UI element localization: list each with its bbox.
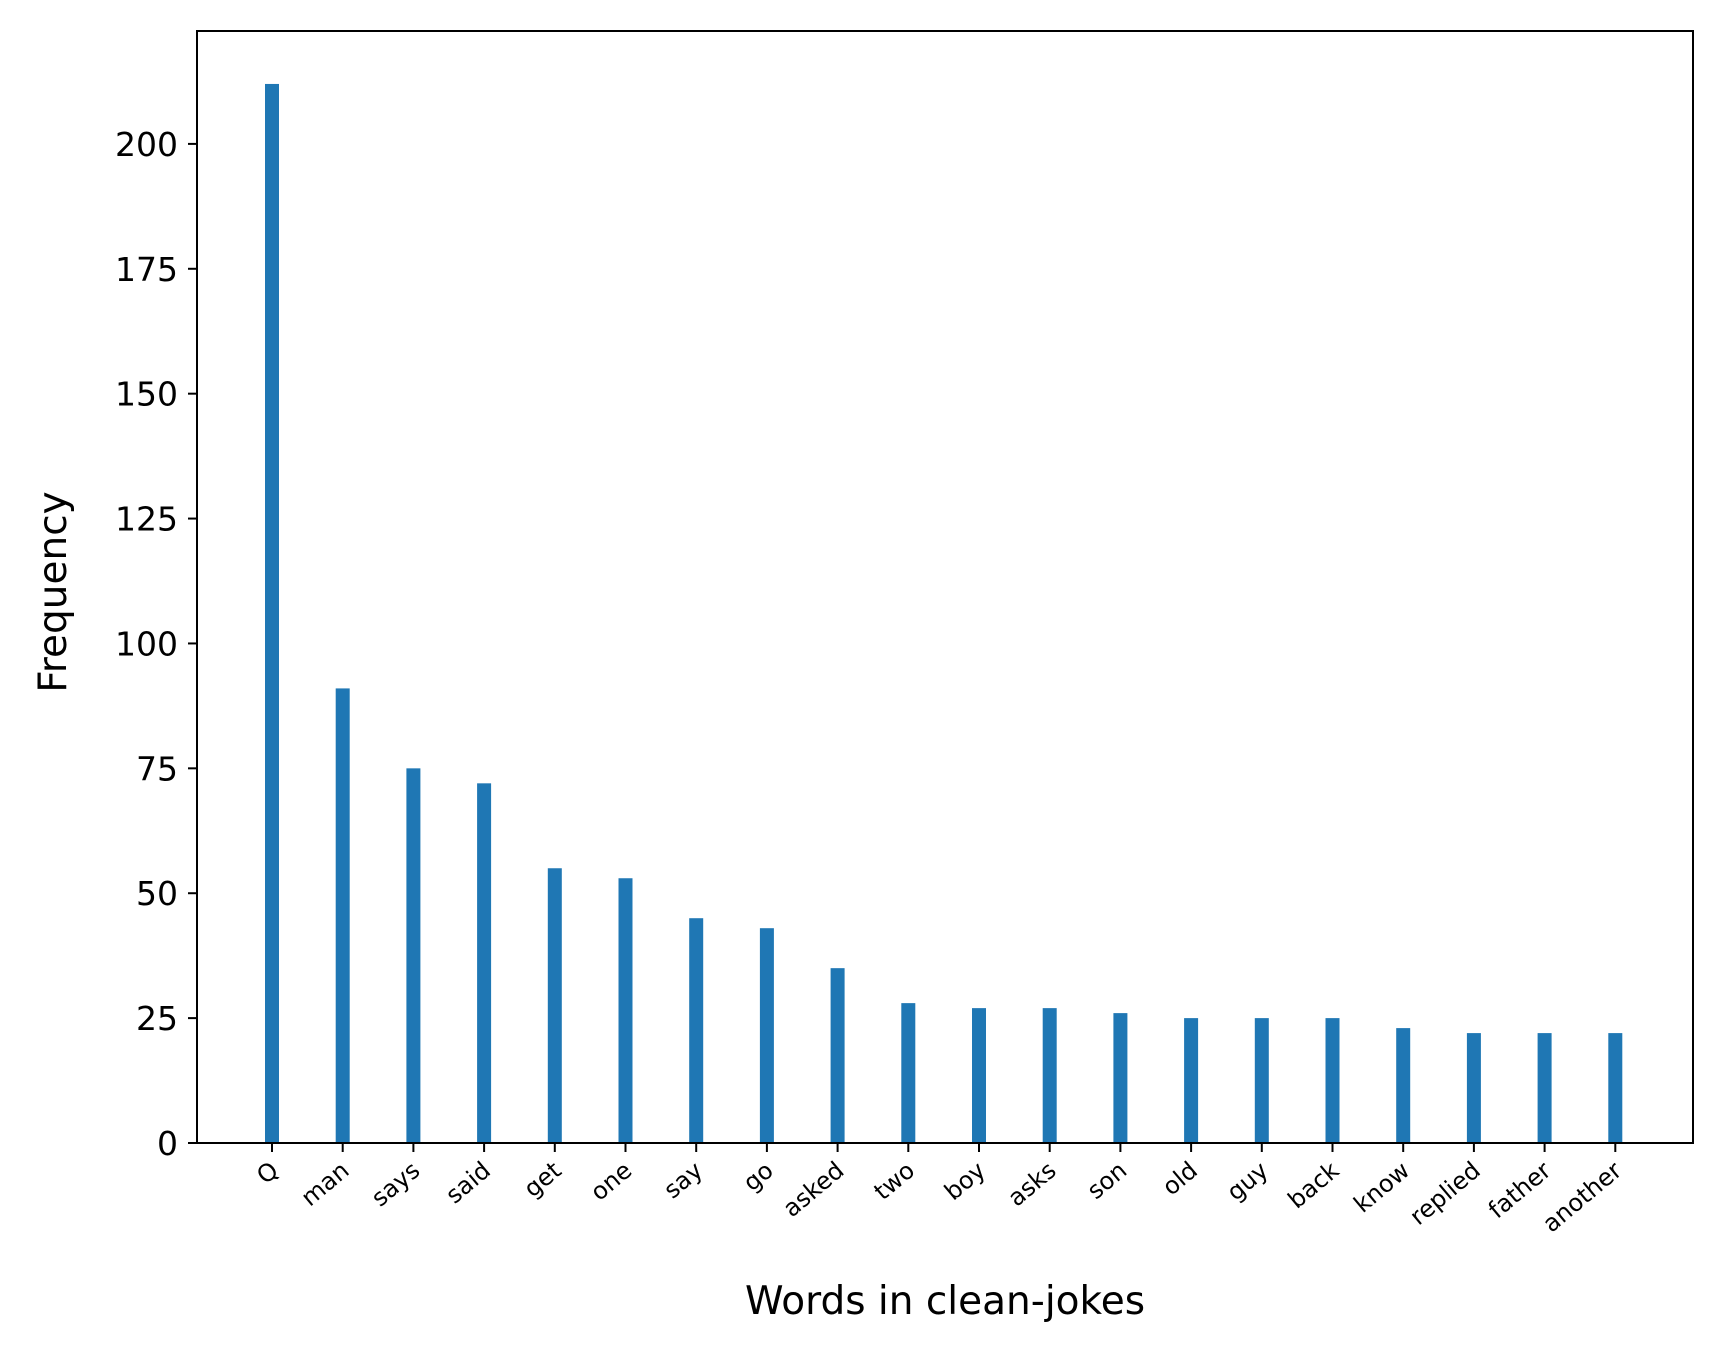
y-tick-label: 200 [115,125,178,164]
y-tick-label: 125 [115,500,178,539]
y-tick-label: 50 [136,874,178,913]
y-tick-label: 150 [115,375,178,414]
x-axis-title: Words in clean-jokes [745,1279,1145,1324]
y-tick-label: 25 [136,999,178,1038]
plot-frame [196,30,1694,1144]
y-tick-label: 175 [115,250,178,289]
y-axis-title: Frequency [31,491,76,692]
bar-two [901,1003,916,1143]
bar-replied [1466,1033,1481,1143]
y-axis: 0 25 50 75 100 125 150 175 200 [115,125,197,1163]
bar-says [406,768,421,1143]
bar-another [1608,1033,1623,1143]
bar-get [547,868,562,1143]
bar-one [618,878,633,1143]
y-tick-label: 75 [136,749,178,788]
bar-father [1537,1033,1552,1143]
bar-said [477,783,492,1143]
bar-boy [972,1008,986,1143]
bar-Q [265,83,279,1143]
bar-asks [1042,1008,1057,1143]
bars-layer [265,83,1623,1143]
bar-guy [1254,1018,1269,1143]
bar-old [1184,1018,1199,1143]
y-tick-label: 0 [157,1124,178,1163]
bar-say [689,918,704,1143]
bar-go [759,928,774,1143]
bar-back [1325,1018,1340,1143]
y-tick-label: 100 [115,624,178,663]
bar-asked [830,968,845,1143]
bar-know [1396,1028,1411,1143]
bar-son [1113,1013,1128,1143]
bar-man [335,688,350,1143]
